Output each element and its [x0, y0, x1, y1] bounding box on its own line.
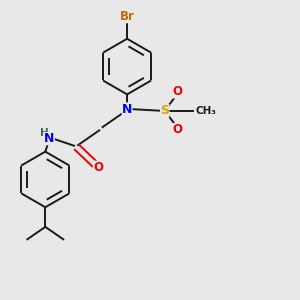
Text: N: N — [122, 103, 132, 116]
Text: O: O — [93, 161, 103, 174]
Text: O: O — [173, 85, 183, 98]
Text: CH₃: CH₃ — [195, 106, 216, 116]
Text: H: H — [40, 128, 49, 138]
Text: N: N — [44, 132, 54, 145]
Text: Br: Br — [120, 10, 134, 23]
Text: O: O — [173, 123, 183, 136]
Text: S: S — [160, 104, 169, 117]
